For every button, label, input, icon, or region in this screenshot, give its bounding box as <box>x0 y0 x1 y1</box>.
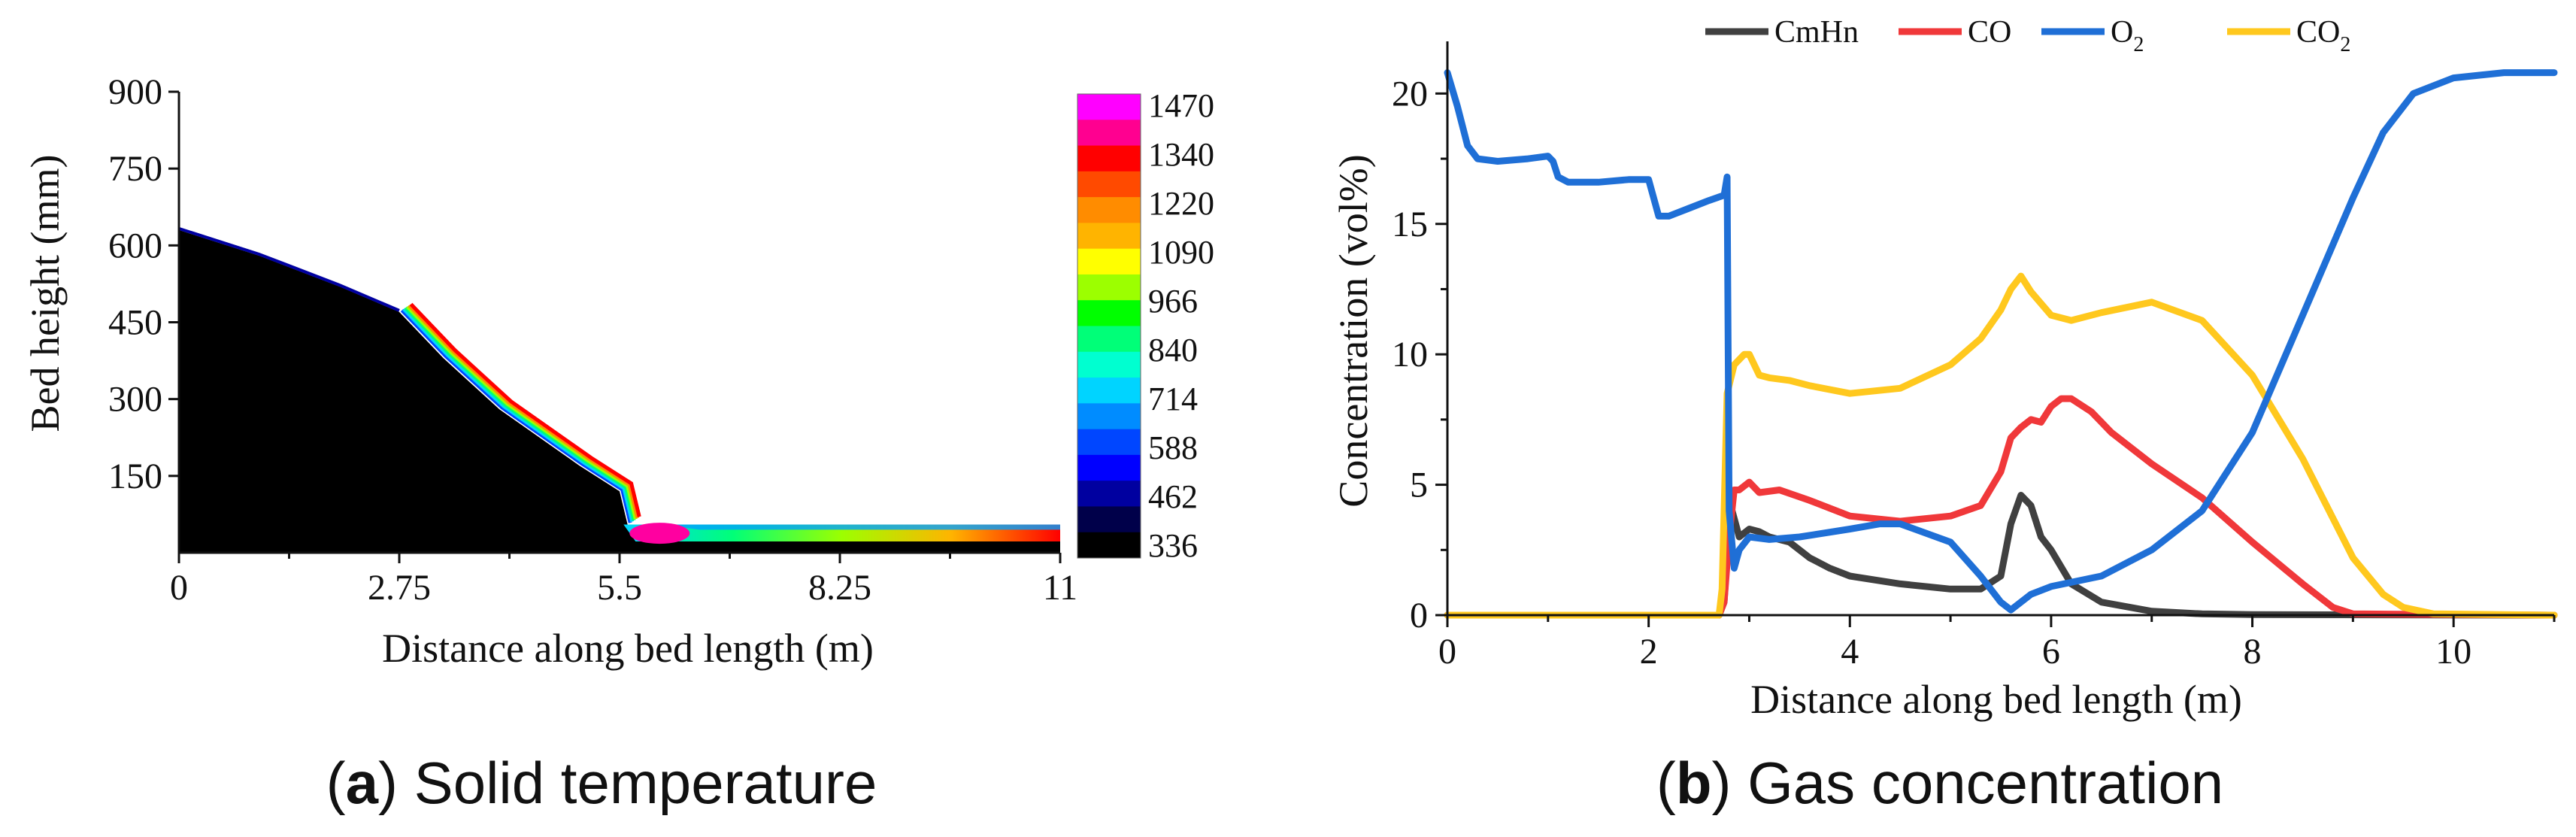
flame-front-2 <box>404 306 636 521</box>
colorbar-swatch <box>1077 94 1141 120</box>
colorbar-swatch <box>1077 351 1141 378</box>
series-line-cmhn <box>1444 492 2558 619</box>
legend-label-cmhn: CmHn <box>1774 15 1859 50</box>
panel-b-x-axis-title: Distance along bed length (m) <box>1750 677 2242 722</box>
bed-surface-edge <box>178 226 400 312</box>
colorbar-label: 1340 <box>1148 136 1214 173</box>
panel-b-x-tick-label: 2 <box>1640 632 1658 672</box>
panel-b-y-tick-label: 10 <box>1392 335 1428 375</box>
panel-b-axes <box>1446 41 2554 617</box>
temperature-colorbar: 1470 1340 1220 1090 966 840 714 588 462 336 <box>1077 87 1214 564</box>
panel-a-label: a <box>346 750 379 816</box>
colorbar-label: 840 <box>1148 332 1198 368</box>
colorbar-swatch <box>1077 481 1141 507</box>
panel-a-caption: (a) Solid temperature <box>326 750 877 816</box>
panel-b-x-tick-label: 4 <box>1841 632 1859 672</box>
flame-front-0 <box>400 308 632 523</box>
panel-a-y-tick-label: 600 <box>108 226 162 265</box>
hot-spot <box>629 523 690 544</box>
colorbar-swatch <box>1077 300 1141 326</box>
panel-b-label: b <box>1676 750 1712 816</box>
legend-label-co2: CO2 <box>2296 15 2350 56</box>
flame-front-1 <box>402 308 635 523</box>
panel-b-caption-text: Gas concentration <box>1747 750 2223 816</box>
panel-a-x-tick-label: 11 <box>1043 568 1077 608</box>
legend-label-main: CO <box>1968 15 2011 50</box>
panel-b-y-tick-label: 5 <box>1410 466 1428 505</box>
panel-a-y-tick-label: 750 <box>108 149 162 189</box>
panel-a-y-tick-label: 300 <box>108 380 162 420</box>
panel-a-x-axis-title: Distance along bed length (m) <box>382 626 874 671</box>
panel-a-x-tick-label: 5.5 <box>597 568 642 608</box>
legend-label-subscript: 2 <box>2340 33 2350 56</box>
series-line-o2 <box>1444 69 2558 614</box>
panel-b-y-axis-title: Concentration (vol%) <box>1331 154 1376 507</box>
colorbar-label: 336 <box>1148 527 1198 564</box>
panel-a-caption-text: Solid temperature <box>414 750 877 816</box>
concentration-lines <box>1444 69 2558 619</box>
legend-label-o2: O2 <box>2111 15 2144 56</box>
panel-a-x-tick-label: 2.75 <box>368 568 431 608</box>
panel-b-x-ticks: 0 2 4 6 8 10 <box>1438 615 2556 672</box>
colorbar-label: 1470 <box>1148 87 1214 124</box>
colorbar-swatch <box>1077 197 1141 223</box>
panel-b-caption: (b) Gas concentration <box>1656 750 2223 816</box>
series-line-co2 <box>1444 272 2558 619</box>
panel-b-x-tick-label: 8 <box>2244 632 2262 672</box>
panel-a-y-tick-label: 450 <box>108 303 162 343</box>
temperature-contour <box>178 226 1060 553</box>
colorbar-swatch <box>1077 378 1141 404</box>
colorbar-label: 462 <box>1148 478 1198 515</box>
panel-b-y-ticks: 0 5 10 15 20 <box>1392 74 1447 635</box>
series-line-co <box>1444 395 2558 619</box>
legend-label-subscript: 2 <box>2133 33 2144 56</box>
flame-front-5 <box>409 302 641 517</box>
panel-b-legend: CmHn CO O2 CO2 <box>1705 15 2350 56</box>
panel-b-y-tick-label: 20 <box>1392 74 1428 114</box>
panel-a-x-tick-label: 8.25 <box>808 568 871 608</box>
colorbar-swatch <box>1077 429 1141 456</box>
panel-a-heatmap: 0 2.75 5.5 8.25 11 150 300 450 600 750 900 Distan… <box>23 72 1214 816</box>
colorbar-swatch <box>1077 506 1141 533</box>
colorbar-label: 1220 <box>1148 185 1214 222</box>
colorbar-swatch <box>1077 171 1141 198</box>
colorbar-swatch <box>1077 120 1141 147</box>
panel-a-y-tick-label: 150 <box>108 456 162 496</box>
legend-label-main: O <box>2111 15 2133 50</box>
panel-b-x-tick-label: 10 <box>2435 632 2471 672</box>
legend-label-main: CmHn <box>1774 15 1859 50</box>
panel-b-line-chart: 0 2 4 6 8 10 0 5 10 15 20 Distance along bed leng… <box>1331 15 2558 816</box>
colorbar-label: 966 <box>1148 283 1198 320</box>
panel-a-y-ticks: 150 300 450 600 750 900 <box>108 72 179 496</box>
colorbar-swatch <box>1077 454 1141 481</box>
legend-label-main: CO <box>2296 15 2340 50</box>
panel-b-x-tick-label: 6 <box>2042 632 2060 672</box>
flame-front-4 <box>408 304 640 519</box>
panel-b-y-tick-label: 15 <box>1392 205 1428 244</box>
colorbar-frame <box>1077 93 1141 559</box>
colorbar-swatch <box>1077 403 1141 430</box>
colorbar-label: 714 <box>1148 381 1198 417</box>
colorbar-label: 1090 <box>1148 234 1214 271</box>
colorbar-swatch <box>1077 223 1141 250</box>
panel-b-y-tick-label: 0 <box>1410 596 1428 635</box>
panel-a-x-ticks: 0 2.75 5.5 8.25 11 <box>170 553 1077 608</box>
panel-b-x-tick-label: 0 <box>1438 632 1456 672</box>
colorbar-swatch <box>1077 248 1141 275</box>
bed-core <box>179 229 1060 553</box>
colorbar-swatch <box>1077 532 1141 559</box>
panel-a-y-tick-label: 900 <box>108 72 162 112</box>
legend-label-co: CO <box>1968 15 2011 50</box>
colorbar-swatch <box>1077 274 1141 301</box>
panel-a-x-tick-label: 0 <box>170 568 188 608</box>
hot-zone-upper-layer <box>659 524 1060 530</box>
colorbar-label: 588 <box>1148 429 1198 466</box>
colorbar-swatch <box>1077 145 1141 172</box>
flame-front-3 <box>405 305 638 520</box>
panel-a-y-axis-title: Bed height (mm) <box>23 155 68 432</box>
colorbar-swatch <box>1077 326 1141 353</box>
